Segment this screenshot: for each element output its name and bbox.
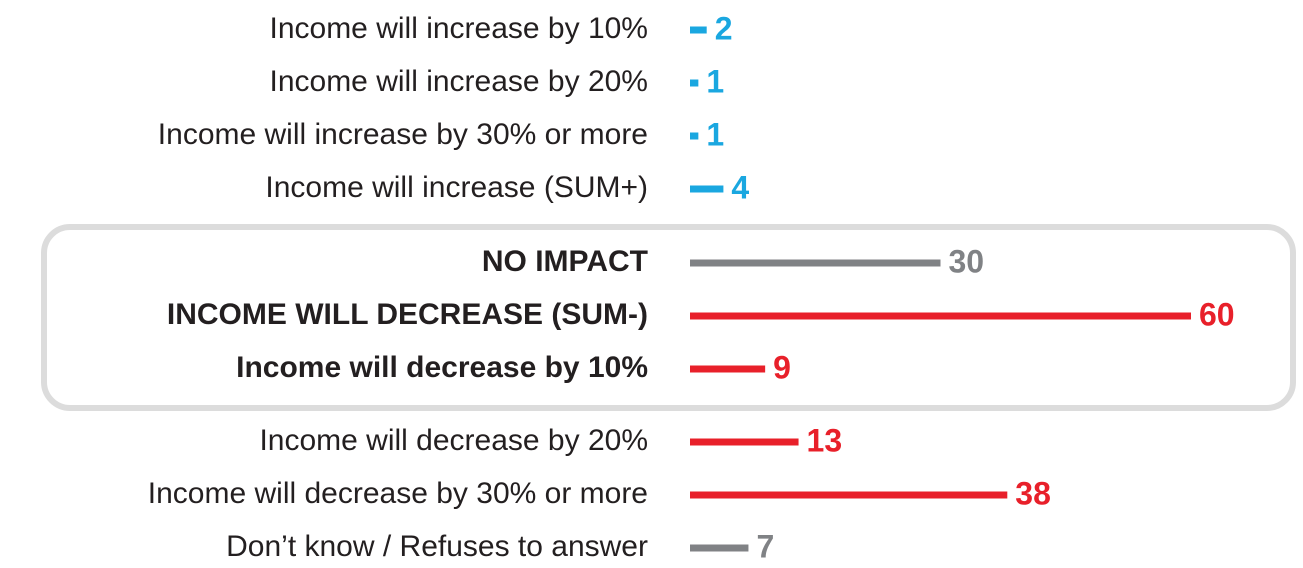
category-label: INCOME WILL DECREASE (SUM-): [167, 298, 648, 331]
bar: [690, 132, 699, 140]
bar: [690, 491, 1008, 499]
category-label: Income will decrease by 20%: [259, 424, 648, 457]
bar: [690, 365, 766, 373]
value-label: 9: [773, 349, 791, 385]
bar: [690, 259, 941, 267]
value-label: 2: [715, 10, 733, 46]
value-label: 4: [731, 169, 749, 205]
bar: [690, 79, 699, 87]
value-label: 13: [807, 422, 843, 458]
category-label: Income will increase by 20%: [269, 65, 648, 98]
category-label: Income will increase by 10%: [269, 12, 648, 45]
category-label: Income will decrease by 30% or more: [148, 477, 648, 510]
category-label: Income will increase by 30% or more: [158, 118, 648, 151]
value-label: 60: [1199, 296, 1235, 332]
value-label: 1: [706, 63, 724, 99]
bar: [690, 312, 1191, 320]
bar: [690, 185, 724, 193]
category-label: Income will decrease by 10%: [236, 351, 648, 384]
bar: [690, 544, 749, 552]
category-label: NO IMPACT: [482, 245, 648, 278]
category-label: Income will increase (SUM+): [265, 171, 648, 204]
bar: [690, 438, 799, 446]
value-label: 38: [1015, 475, 1051, 511]
value-label: 7: [756, 528, 774, 564]
value-label: 30: [949, 243, 985, 279]
bar: [690, 26, 707, 34]
category-label: Don’t know / Refuses to answer: [226, 530, 648, 563]
highlight-box: [41, 224, 1296, 411]
value-label: 1: [706, 116, 724, 152]
